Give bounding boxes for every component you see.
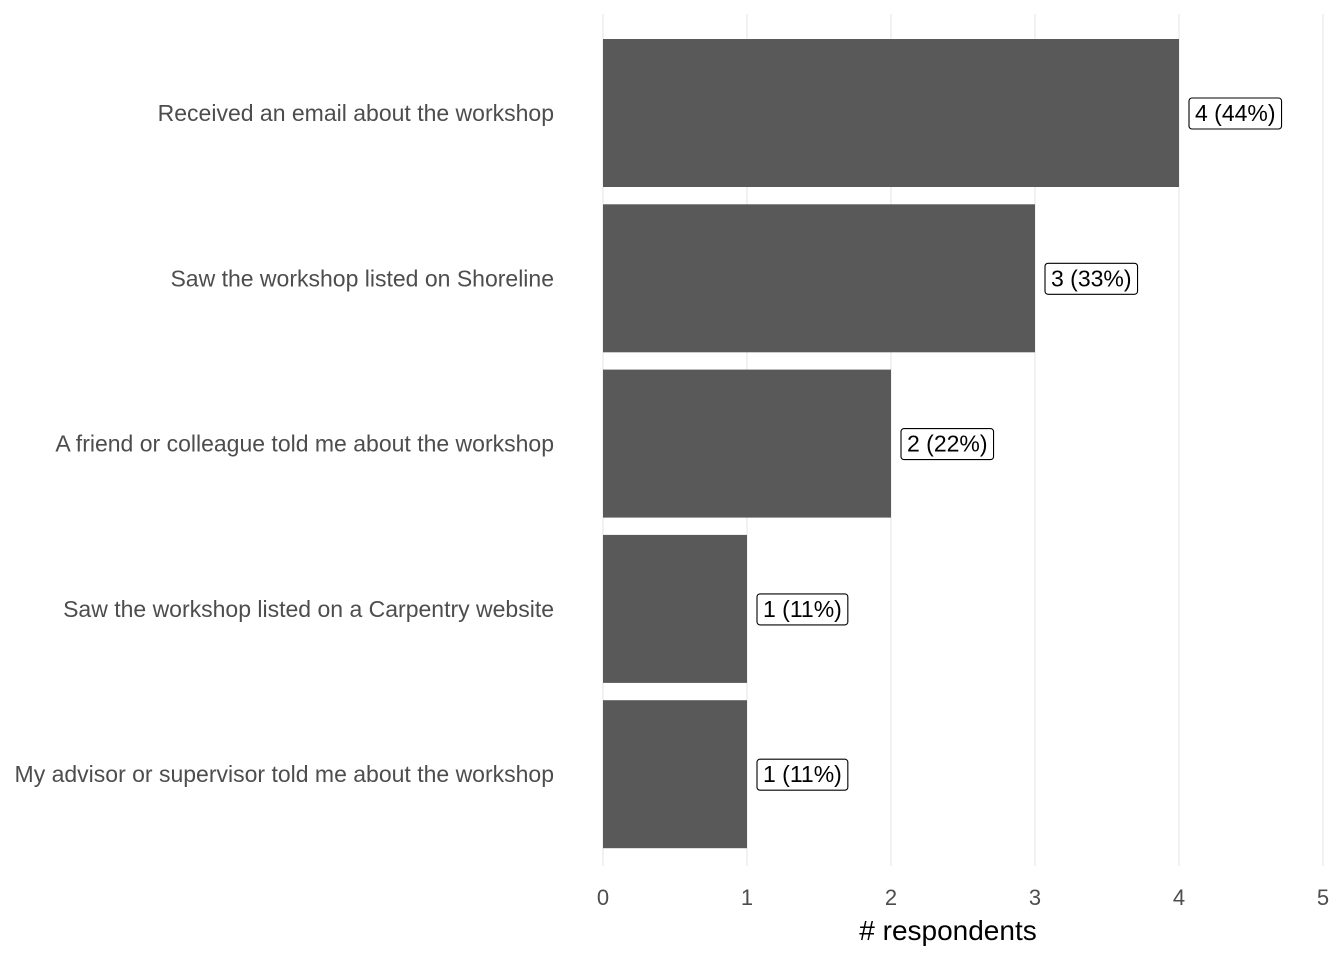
category-label-layer: Received an email about the workshop Saw … [15, 100, 554, 787]
category-label: A friend or colleague told me about the … [55, 431, 554, 457]
x-tick-label: 2 [885, 885, 897, 910]
bar [603, 369, 891, 518]
bar [603, 204, 1035, 353]
category-label: My advisor or supervisor told me about t… [15, 761, 554, 787]
x-tick-label: 5 [1317, 885, 1329, 910]
data-label-text: 3 (33%) [1051, 265, 1132, 291]
x-tick-layer: 0 1 2 3 4 5 [597, 885, 1329, 910]
bar-layer [603, 39, 1179, 849]
data-label-layer: 4 (44%) 3 (33%) 2 (22%) 1 (11%) 1 (11%) [756, 97, 1283, 791]
data-label: 1 (11%) [756, 758, 849, 791]
category-label: Saw the workshop listed on a Carpentry w… [63, 596, 554, 622]
x-tick-label: 3 [1029, 885, 1041, 910]
data-label: 1 (11%) [756, 593, 849, 626]
data-label-box [1188, 97, 1283, 130]
data-label-text: 1 (11%) [763, 596, 842, 622]
data-label: 3 (33%) [1044, 262, 1139, 295]
x-tick-label: 0 [597, 885, 609, 910]
x-tick-label: 1 [741, 885, 753, 910]
x-axis-title: # respondents [859, 915, 1036, 946]
x-tick-label: 4 [1173, 885, 1185, 910]
data-label-text: 4 (44%) [1195, 100, 1276, 126]
data-label-text: 2 (22%) [907, 431, 988, 457]
data-label: 2 (22%) [900, 428, 995, 461]
category-label: Saw the workshop listed on Shoreline [170, 265, 554, 291]
bar [603, 700, 747, 849]
data-label-text: 1 (11%) [763, 761, 842, 787]
data-label-box [756, 593, 849, 626]
data-label-box [1044, 262, 1139, 295]
category-label: Received an email about the workshop [158, 100, 554, 126]
bar [603, 534, 747, 683]
data-label-box [756, 758, 849, 791]
bar [603, 39, 1179, 187]
data-label: 4 (44%) [1188, 97, 1283, 130]
data-label-box [900, 428, 995, 461]
